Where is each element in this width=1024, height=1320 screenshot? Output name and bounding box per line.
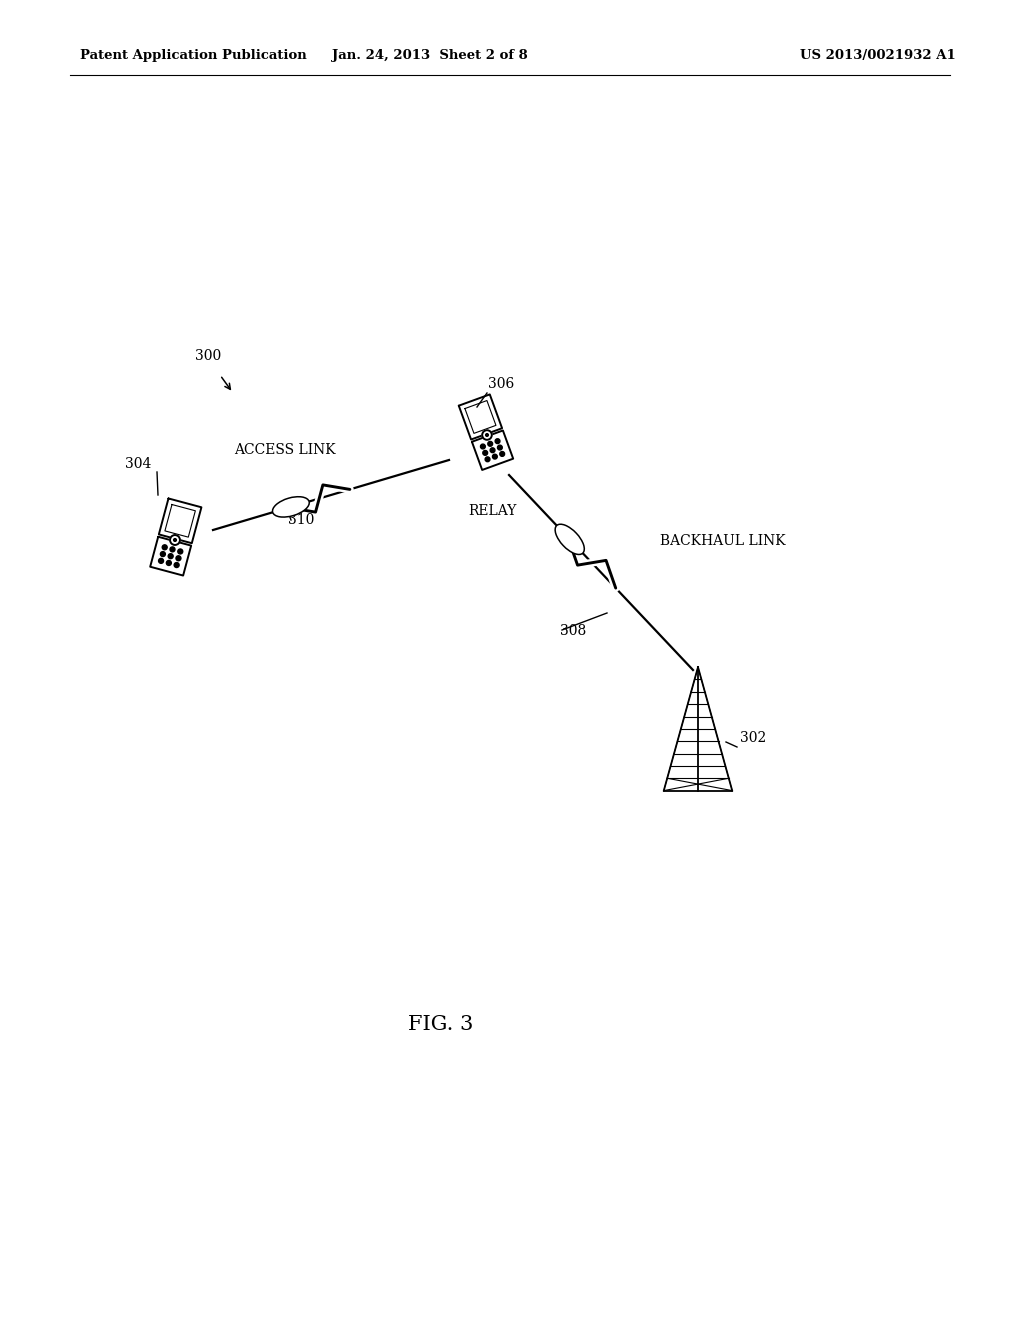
Circle shape	[485, 457, 489, 462]
Circle shape	[162, 545, 167, 549]
Circle shape	[176, 556, 181, 561]
Text: 306: 306	[488, 378, 514, 391]
Text: 302: 302	[740, 731, 766, 744]
Circle shape	[482, 450, 487, 455]
Text: Jan. 24, 2013  Sheet 2 of 8: Jan. 24, 2013 Sheet 2 of 8	[332, 49, 528, 62]
Circle shape	[161, 552, 165, 557]
Circle shape	[174, 562, 179, 568]
Circle shape	[170, 535, 180, 545]
Ellipse shape	[555, 524, 585, 554]
Circle shape	[480, 444, 485, 449]
Circle shape	[159, 558, 164, 564]
Text: BACKHAUL LINK: BACKHAUL LINK	[660, 535, 785, 548]
Circle shape	[500, 451, 505, 457]
Text: Patent Application Publication: Patent Application Publication	[80, 49, 307, 62]
Text: 310: 310	[288, 513, 314, 527]
Text: US 2013/0021932 A1: US 2013/0021932 A1	[800, 49, 955, 62]
Circle shape	[485, 434, 488, 437]
Ellipse shape	[272, 496, 309, 517]
Circle shape	[493, 454, 498, 459]
Text: ACCESS LINK: ACCESS LINK	[234, 444, 336, 457]
Text: FIG. 3: FIG. 3	[408, 1015, 473, 1035]
Circle shape	[482, 430, 492, 440]
Circle shape	[168, 553, 173, 558]
Circle shape	[166, 561, 171, 565]
Text: 300: 300	[195, 348, 221, 363]
Circle shape	[178, 549, 182, 554]
Circle shape	[170, 546, 175, 552]
Circle shape	[174, 539, 176, 541]
Circle shape	[487, 441, 493, 446]
Text: 308: 308	[560, 624, 587, 638]
Circle shape	[498, 445, 502, 450]
Text: RELAY: RELAY	[468, 504, 516, 517]
Text: 304: 304	[125, 457, 152, 471]
Circle shape	[490, 447, 495, 453]
Circle shape	[496, 438, 500, 444]
